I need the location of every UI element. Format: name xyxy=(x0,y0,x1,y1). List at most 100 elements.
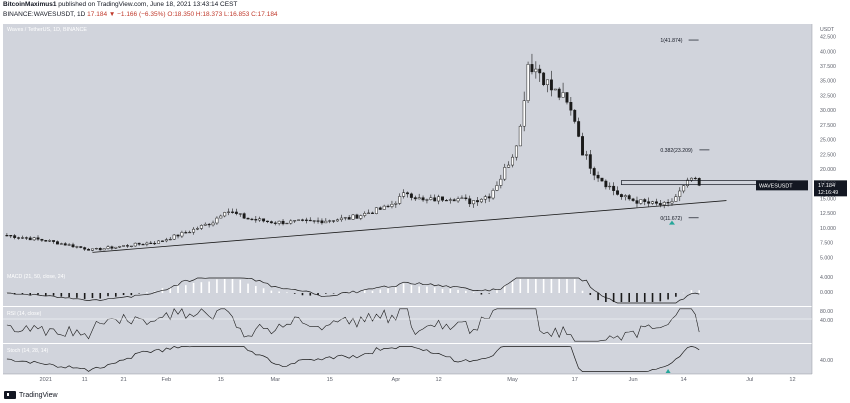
candle-body xyxy=(588,154,592,169)
candle-body xyxy=(36,237,40,240)
candle-body xyxy=(79,246,83,248)
fib-label: 0.382(23.209) xyxy=(660,148,693,154)
rsi-title: RSI (14, close) xyxy=(7,311,42,317)
time-tick-label: 12 xyxy=(435,377,441,383)
candle-body xyxy=(55,241,59,245)
macd-histogram-bar xyxy=(363,289,366,293)
candle-body xyxy=(398,196,402,204)
stoch-pane xyxy=(3,344,812,374)
candle-body xyxy=(553,88,557,91)
price-chart[interactable]: 1(41.874) 0.382(23.209) 0(11.672) WAVESUSDT… xyxy=(0,22,850,387)
candle-body xyxy=(382,205,386,210)
candle-body xyxy=(266,220,269,222)
macd-histogram-bar xyxy=(620,293,623,302)
candle-body xyxy=(394,203,398,205)
candle-body xyxy=(215,217,219,224)
macd-histogram-bar xyxy=(566,279,568,293)
candle-body xyxy=(9,235,13,237)
candle-body xyxy=(619,194,623,198)
macd-histogram-bar xyxy=(465,290,467,293)
candle-body xyxy=(339,217,343,221)
macd-histogram-bar xyxy=(99,293,102,299)
candle-body xyxy=(514,145,518,158)
candle-body xyxy=(94,248,98,250)
candle-body xyxy=(448,199,452,201)
candle-body xyxy=(75,246,79,248)
time-tick-label: May xyxy=(507,377,518,383)
macd-histogram-bar xyxy=(589,293,592,295)
author-name[interactable]: BitcoinMaximus1 xyxy=(3,1,57,8)
candle-body xyxy=(682,185,686,192)
macd-histogram-bar xyxy=(441,289,444,293)
candle-body xyxy=(347,217,351,220)
symbol-badge-label: WAVESUSDT xyxy=(759,183,793,189)
macd-histogram-bar xyxy=(130,293,133,296)
time-tick-label: Jun xyxy=(629,377,638,383)
macd-histogram-bar xyxy=(628,293,630,302)
macd-histogram-bar xyxy=(410,285,413,293)
candle-body xyxy=(654,201,658,204)
candle-body xyxy=(59,243,63,245)
price-tick-label: 42.500 xyxy=(820,35,836,41)
macd-histogram-bar xyxy=(239,279,242,293)
candle-body xyxy=(479,198,483,203)
candle-body xyxy=(83,247,87,250)
candle-body xyxy=(304,219,308,221)
candle-body xyxy=(184,232,188,234)
macd-histogram-bar xyxy=(21,293,24,294)
candle-body xyxy=(343,217,347,219)
price-tick-label: 30.000 xyxy=(820,108,836,114)
candle-body xyxy=(246,217,250,220)
candle-body xyxy=(289,220,293,224)
macd-histogram-bar xyxy=(293,293,296,294)
macd-histogram-bar xyxy=(76,293,78,298)
macd-histogram-bar xyxy=(597,293,599,301)
rsi-line xyxy=(6,308,700,342)
candle-body xyxy=(231,211,234,213)
candle-body xyxy=(647,201,651,204)
macd-title: MACD (21, 50, close, 24) xyxy=(7,274,66,280)
candle-body xyxy=(643,199,647,202)
candle-body xyxy=(464,197,468,199)
macd-histogram-bar xyxy=(278,291,280,293)
candle-body xyxy=(491,190,495,199)
macd-histogram-bar xyxy=(29,293,32,295)
published-info: published on TradingView.com, June 18, 2… xyxy=(58,1,238,8)
macd-histogram-bar xyxy=(52,293,55,296)
candle-body xyxy=(355,214,359,219)
macd-histogram-bar xyxy=(449,288,452,293)
candle-body xyxy=(507,164,511,168)
candle-body xyxy=(192,228,196,233)
macd-histogram-bar xyxy=(146,292,148,293)
macd-histogram-bar xyxy=(418,286,420,293)
candle-body xyxy=(406,192,409,195)
macd-histogram-bar xyxy=(433,287,436,293)
candle-body xyxy=(651,201,654,204)
macd-histogram-bar xyxy=(340,291,343,293)
macd-pane xyxy=(3,270,812,306)
macd-histogram-bar xyxy=(636,293,638,302)
macd-histogram-bar xyxy=(13,293,16,295)
price-tick-label: 12.500 xyxy=(820,211,836,217)
candle-body xyxy=(433,197,437,202)
rsi-axis-label: 80.00 xyxy=(820,309,833,315)
candle-body xyxy=(693,177,697,180)
time-tick-label: 17 xyxy=(572,377,578,383)
candle-body xyxy=(126,245,129,247)
candle-body xyxy=(196,228,199,230)
candle-body xyxy=(429,197,433,200)
candle-body xyxy=(689,177,693,181)
candle-body xyxy=(145,242,149,245)
candle-body xyxy=(569,102,573,111)
fib-label: 0(11.672) xyxy=(660,216,682,222)
candle-body xyxy=(627,195,631,200)
macd-histogram-bar xyxy=(682,292,685,294)
candle-body xyxy=(164,239,168,242)
macd-histogram-bar xyxy=(519,279,522,293)
green-arrow-icon xyxy=(665,369,671,373)
macd-histogram-bar xyxy=(6,293,8,294)
candle-body xyxy=(425,199,429,201)
candle-body xyxy=(98,248,102,251)
candle-body xyxy=(573,109,577,122)
price-badge xyxy=(814,180,847,197)
